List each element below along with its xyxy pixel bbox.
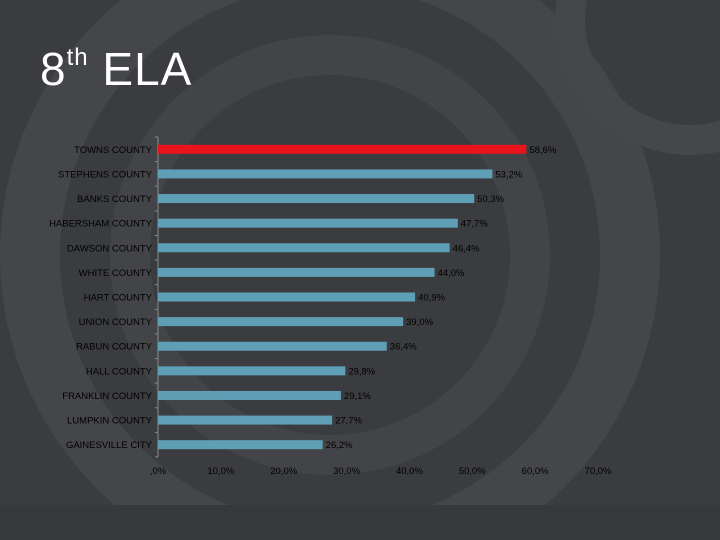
data-label: 44,0%: [438, 268, 465, 279]
category-label: BANKS COUNTY: [77, 194, 153, 205]
category-label: FRANKLIN COUNTY: [62, 391, 152, 402]
data-label: 29,8%: [348, 366, 375, 377]
slide-title-superscript: th: [66, 43, 89, 71]
category-label: GAINESVILLE CITY: [66, 440, 153, 451]
x-tick-label: 30,0%: [333, 466, 360, 477]
data-label: 53,2%: [495, 169, 522, 180]
bar: [158, 366, 346, 376]
category-label: WHITE COUNTY: [79, 268, 153, 279]
x-tick-label: 20,0%: [270, 466, 297, 477]
bar: [158, 292, 416, 302]
data-label: 36,4%: [390, 342, 417, 353]
data-label: 39,0%: [406, 317, 433, 328]
data-label: 50,3%: [477, 194, 504, 205]
bar: [158, 267, 435, 277]
chart-axes: [155, 136, 159, 458]
bar: [158, 218, 458, 228]
x-tick-label: 40,0%: [396, 466, 423, 477]
slide-title: 8th ELA: [40, 42, 192, 96]
bar: [158, 194, 475, 204]
category-label: HART COUNTY: [84, 293, 153, 304]
category-label: TOWNS COUNTY: [74, 145, 153, 156]
data-label: 46,4%: [453, 243, 480, 254]
x-tick-label: 70,0%: [585, 466, 612, 477]
data-label: 40,9%: [418, 293, 445, 304]
bar: [158, 317, 404, 327]
bar: [158, 169, 493, 179]
data-label: 26,2%: [326, 440, 353, 451]
bar: [158, 415, 333, 425]
chart-labels: TOWNS COUNTY 58,6% STEPHENS COUNTY 53,2% BAN…: [49, 145, 612, 477]
bar: [158, 390, 341, 400]
bar: [158, 243, 450, 253]
data-label: 29,1%: [344, 391, 371, 402]
bar: [158, 341, 387, 351]
category-label: RABUN COUNTY: [76, 342, 153, 353]
bar: [158, 440, 323, 450]
category-label: HALL COUNTY: [86, 366, 153, 377]
data-label: 58,6%: [529, 145, 556, 156]
category-label: STEPHENS COUNTY: [58, 169, 153, 180]
slide-title-number: 8: [40, 43, 67, 95]
category-label: LUMPKIN COUNTY: [67, 416, 153, 427]
data-label: 27,7%: [335, 416, 362, 427]
bar: [158, 144, 527, 154]
category-label: DAWSON COUNTY: [67, 243, 153, 254]
x-tick-label: 50,0%: [459, 466, 486, 477]
category-label: HABERSHAM COUNTY: [49, 219, 153, 230]
x-tick-label: 60,0%: [522, 466, 549, 477]
data-label: 47,7%: [461, 219, 488, 230]
category-label: UNION COUNTY: [79, 317, 153, 328]
chart-bars: [158, 144, 527, 450]
x-tick-label: ,0%: [150, 466, 167, 477]
slide-title-text: ELA: [88, 43, 193, 95]
x-tick-label: 10,0%: [207, 466, 234, 477]
